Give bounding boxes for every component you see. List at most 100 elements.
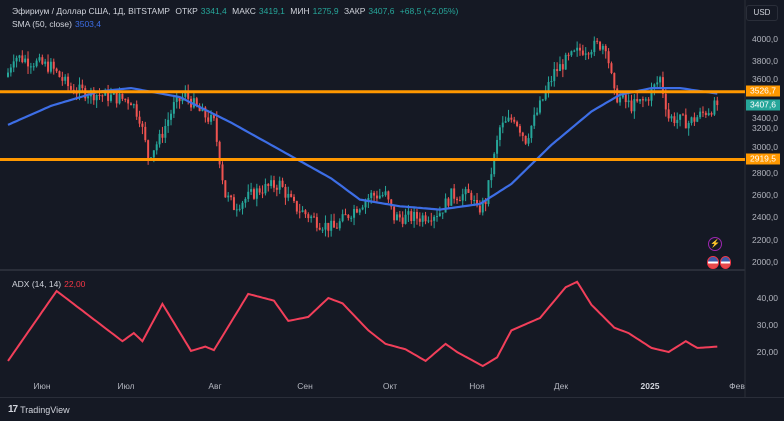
events-flags-icon[interactable]: [707, 256, 731, 269]
candle-body: [335, 227, 338, 229]
adx-tick: 30,00: [756, 320, 778, 330]
candle: [215, 111, 218, 147]
candle: [690, 116, 693, 126]
us-flag-icon[interactable]: [719, 256, 731, 269]
candle-body: [358, 209, 361, 213]
candle: [301, 206, 304, 213]
candle-body: [230, 195, 233, 198]
candle-body: [444, 198, 447, 213]
candle: [155, 141, 158, 155]
candle: [284, 183, 287, 205]
candle: [650, 82, 653, 107]
adx-legend[interactable]: ADX (14, 14) 22,00: [12, 279, 88, 289]
adx-value: 22,00: [64, 279, 86, 289]
candle: [639, 98, 642, 104]
candle: [124, 98, 127, 103]
candle: [541, 98, 544, 102]
candle-body: [707, 113, 710, 116]
candle: [584, 47, 587, 60]
tradingview-brand[interactable]: 17 TradingView: [8, 404, 70, 415]
candle-body: [490, 174, 493, 181]
candle: [49, 58, 52, 74]
candle-body: [378, 195, 381, 199]
candle-body: [144, 126, 147, 141]
candle: [453, 184, 456, 204]
candle: [536, 107, 539, 116]
candle-body: [581, 50, 584, 55]
symbol-title[interactable]: Эфириум / Доллар США, 1Д, BITSTAMP: [12, 6, 170, 16]
price-tick: 3200,0: [752, 123, 778, 134]
candle: [144, 121, 147, 143]
candle: [579, 43, 581, 56]
candle-body: [673, 116, 676, 124]
candle: [347, 214, 350, 221]
candle-body: [679, 114, 682, 120]
us-flag-icon[interactable]: [707, 256, 719, 269]
chart-canvas[interactable]: [0, 0, 784, 397]
candle: [61, 71, 64, 86]
candle-body: [192, 98, 195, 108]
price-tick: 2200,0: [752, 234, 778, 245]
candle: [375, 190, 378, 202]
candle: [596, 38, 599, 45]
candle-body: [644, 99, 647, 101]
candle-body: [433, 216, 436, 221]
candle-body: [401, 217, 404, 224]
candle-body: [587, 53, 590, 55]
footer: 17 TradingView: [0, 397, 784, 421]
candle-body: [373, 192, 376, 196]
candle-body: [95, 94, 98, 101]
candle: [278, 176, 281, 194]
symbol-legend: Эфириум / Доллар США, 1Д, BITSTAMP ОТКР 3…: [12, 6, 461, 16]
candle-body: [661, 77, 664, 94]
sma-legend[interactable]: SMA (50, close) 3503,4: [12, 19, 104, 29]
candle-body: [430, 220, 433, 222]
price-tick: 4000,0: [752, 34, 778, 44]
candle: [641, 96, 644, 108]
candle: [493, 152, 496, 177]
candle: [27, 51, 30, 74]
candle: [241, 200, 244, 215]
candle-body: [315, 217, 318, 228]
lightning-icon[interactable]: ⚡: [708, 237, 722, 251]
candle-body: [187, 91, 190, 99]
candle-body: [298, 211, 301, 213]
candle-body: [473, 200, 476, 202]
candle: [218, 140, 221, 169]
candle-body: [424, 215, 427, 222]
candle: [656, 76, 659, 88]
candle: [667, 102, 670, 122]
candle-body: [670, 116, 673, 119]
candle-body: [327, 222, 330, 231]
candle-body: [558, 64, 561, 72]
open-label: ОТКР: [175, 6, 198, 16]
candle: [395, 211, 398, 221]
candle-body: [132, 104, 135, 106]
candle-body: [647, 99, 650, 101]
candle: [633, 94, 636, 119]
candle: [21, 50, 24, 64]
brand-label: TradingView: [20, 404, 70, 415]
candle-body: [224, 180, 227, 198]
candle-body: [438, 213, 441, 217]
candle-body: [270, 180, 273, 186]
currency-button[interactable]: USD: [746, 5, 778, 21]
candle-body: [567, 54, 570, 56]
candle-body: [541, 99, 544, 101]
candle-body: [15, 57, 18, 62]
candle: [436, 210, 438, 222]
candle-body: [235, 209, 238, 211]
candle: [701, 106, 704, 117]
candle: [481, 197, 484, 216]
candle: [295, 200, 298, 215]
candle: [250, 182, 253, 195]
candle-body: [593, 40, 596, 53]
candle-body: [218, 141, 221, 165]
candle-body: [476, 200, 479, 206]
candle-body: [527, 138, 530, 144]
candle-body: [538, 100, 541, 113]
candle-body: [404, 214, 407, 224]
candle: [355, 206, 358, 214]
candle-body: [533, 114, 536, 126]
